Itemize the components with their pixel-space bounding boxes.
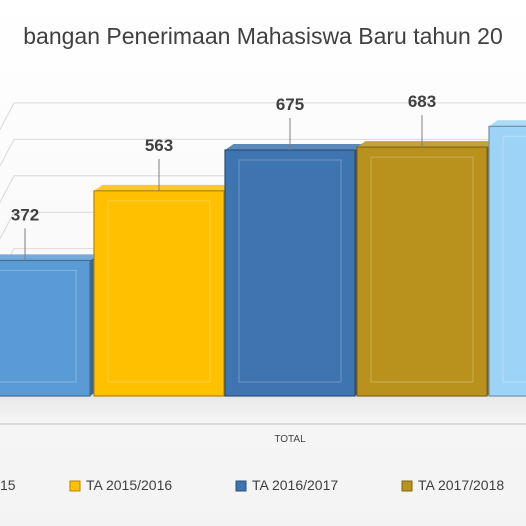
gridline-side [0, 211, 15, 240]
legend-entry: TA 2015/2016 [86, 477, 172, 493]
data-label: 675 [276, 95, 304, 114]
bar-4 [356, 141, 496, 397]
bar-5 [488, 120, 526, 397]
bar-top [357, 141, 496, 148]
legend: 15 TA 2015/2016 TA 2016/2017 TA 2017/2018 [0, 477, 504, 493]
data-label: 563 [145, 136, 173, 155]
bar-inner-edge [502, 135, 526, 383]
chart-title: bangan Penerimaan Mahasiswa Baru tahun 2… [23, 23, 503, 49]
data-label: 372 [11, 205, 39, 224]
bar-inner-edge [0, 269, 77, 383]
legend-entry: TA 2017/2018 [418, 477, 504, 493]
gridline-side [0, 139, 15, 167]
legend-entry: TA 2016/2017 [252, 477, 338, 493]
legend-swatch [69, 480, 81, 492]
legend-swatch [401, 480, 413, 492]
bar-front [93, 190, 225, 397]
bar-top [489, 120, 526, 127]
bar-top [94, 184, 233, 191]
gridline-side [0, 102, 15, 130]
bar-top [0, 254, 99, 261]
bar-front [0, 259, 91, 397]
data-label: 683 [408, 92, 436, 111]
bar-3 [224, 144, 364, 397]
bar-top [225, 144, 364, 150]
legend-swatch [235, 480, 247, 492]
category-axis-label: TOTAL [274, 434, 306, 445]
bar-inner-edge [238, 159, 342, 383]
bar-2 [93, 184, 233, 397]
bar-1 [0, 254, 99, 397]
bar-front [224, 149, 356, 397]
gridline-side [0, 175, 15, 203]
floor-front [0, 396, 526, 424]
bars [0, 120, 526, 397]
data-labels: 372 563 675 683 [11, 92, 436, 261]
bar-front [488, 125, 526, 397]
bar-front [356, 146, 488, 397]
bar-inner-edge [370, 156, 474, 383]
legend-entry: 15 [0, 477, 16, 493]
bar-inner-edge [107, 200, 211, 383]
